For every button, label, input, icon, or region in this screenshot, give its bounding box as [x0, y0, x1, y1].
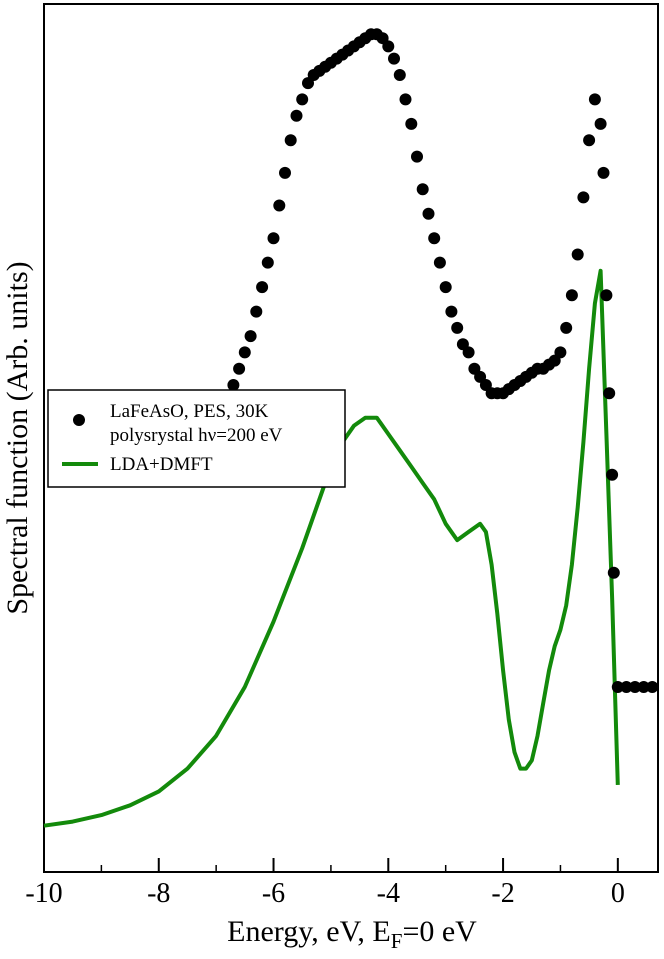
pes-data-point [279, 166, 291, 179]
plot-frame [43, 3, 659, 873]
pes-data-point [565, 289, 578, 302]
pes-data-point [233, 362, 246, 375]
pes-data-point [600, 289, 613, 302]
pes-data-point [560, 321, 573, 334]
pes-data-point [597, 166, 610, 179]
legend-label-lda-dmft: LDA+DMFT [110, 454, 213, 475]
pes-data-point [238, 346, 251, 359]
pes-data-point [577, 191, 590, 204]
pes-data-point [284, 134, 297, 147]
pes-data-point [250, 305, 263, 318]
pes-data-point [382, 40, 395, 53]
pes-data-point [399, 93, 412, 106]
x-axis-title-tail: =0 eV [402, 915, 477, 948]
pes-data-point [646, 681, 659, 693]
pes-data-point [620, 681, 633, 693]
pes-data-point [451, 321, 464, 334]
lda-dmft-series-line [43, 268, 620, 828]
pes-data-point [428, 232, 441, 245]
pes-data-point [594, 117, 607, 130]
lda-dmft-line-layer [43, 268, 620, 828]
pes-data-point [607, 566, 620, 579]
pes-data-point [629, 681, 641, 693]
pes-data-point [439, 281, 452, 294]
x-tick-label: -6 [262, 878, 285, 909]
pes-points-layer [210, 28, 659, 693]
pes-data-point [411, 150, 423, 163]
pes-data-point [416, 183, 429, 196]
pes-data-point [256, 281, 269, 294]
pes-data-point [388, 52, 400, 65]
x-tick-label: 0 [611, 878, 625, 909]
pes-data-point [462, 346, 475, 359]
pes-data-point [227, 379, 240, 391]
pes-data-point [405, 117, 418, 130]
pes-data-point [637, 681, 650, 693]
legend-marker-pes [73, 414, 85, 426]
pes-data-point [588, 93, 601, 106]
pes-data-point [393, 69, 406, 81]
legend: LaFeAsO, PES, 30K polysrystal hν=200 eV … [47, 389, 346, 488]
pes-data-point [261, 256, 274, 269]
legend-label-pes-line1: LaFeAsO, PES, 30K [110, 401, 269, 422]
pes-data-point [583, 134, 596, 147]
pes-data-point [296, 93, 309, 106]
x-tick-label: -10 [25, 878, 62, 909]
x-tick-label: -4 [377, 878, 400, 909]
pes-data-point [603, 387, 616, 400]
pes-data-point [571, 248, 584, 261]
pes-data-point [273, 199, 286, 212]
pes-data-point [606, 468, 619, 481]
x-axis-title: Energy, eV, EF=0 eV [227, 915, 477, 953]
pes-data-point [267, 232, 280, 245]
x-axis-title-main: Energy, eV, E [227, 915, 391, 948]
legend-box [47, 389, 346, 488]
pes-data-point [554, 346, 567, 359]
pes-data-point [611, 681, 624, 693]
legend-label-pes-line2: polysrystal hν=200 eV [110, 425, 283, 446]
pes-data-point [290, 109, 303, 122]
x-tick-label: -8 [147, 878, 170, 909]
y-axis-title: Spectral function (Arb. units) [1, 261, 34, 614]
pes-data-point [422, 207, 435, 220]
x-tick-label: -2 [491, 878, 514, 909]
x-axis-ticks: -10 -8 -6 -4 -2 0 [25, 858, 625, 909]
pes-data-point [433, 256, 446, 269]
pes-data-point [445, 305, 458, 318]
x-axis-title-subscript: F [391, 929, 403, 953]
pes-data-point [244, 330, 257, 343]
